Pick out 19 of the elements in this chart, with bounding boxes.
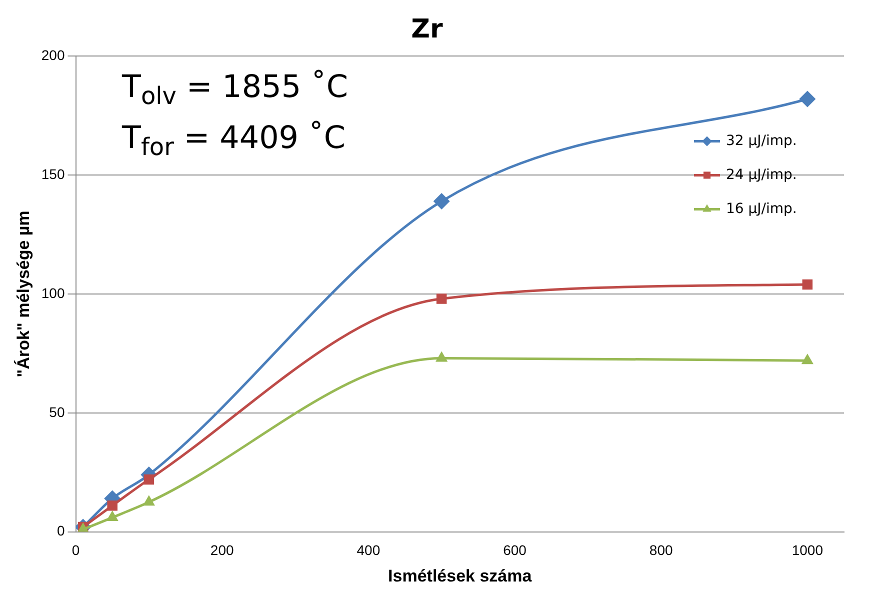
- x-tick-label: 0: [72, 542, 80, 558]
- x-tick-label: 1000: [792, 542, 824, 558]
- x-axis-title: Ismétlések száma: [388, 566, 532, 586]
- y-tick-label: 150: [41, 166, 65, 182]
- legend-label: 16 µJ/imp.: [726, 200, 797, 217]
- annotation: T$_{olv}$ = 1855 ˚C: [122, 68, 348, 112]
- y-tick-label: 0: [56, 522, 65, 539]
- y-axis-title: "Árok" mélysége µm: [12, 210, 33, 378]
- y-tick-label: 200: [41, 47, 65, 64]
- legend-label: 24 µJ/imp.: [726, 166, 797, 183]
- chart-title: Zr: [411, 14, 444, 44]
- x-tick-label: 800: [649, 542, 673, 558]
- x-tick-label: 200: [210, 542, 234, 558]
- legend-label: 32 µJ/imp.: [726, 132, 797, 149]
- y-tick-label: 50: [49, 404, 65, 420]
- x-tick-label: 600: [503, 542, 527, 558]
- y-tick-label: 100: [41, 284, 65, 301]
- x-tick-label: 400: [356, 542, 380, 558]
- annotation: T$_{for}$ = 4409 ˚C: [122, 119, 347, 164]
